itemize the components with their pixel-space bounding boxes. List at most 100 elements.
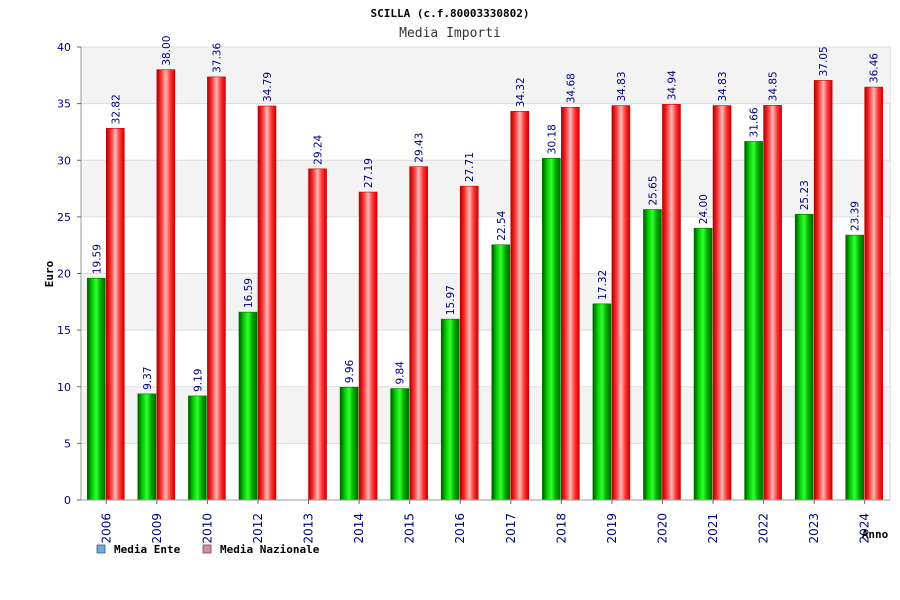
- chart-title: SCILLA (c.f.80003330802): [371, 7, 530, 20]
- bar-media-ente-2024: [845, 234, 865, 501]
- data-label: 34.85: [768, 71, 780, 101]
- data-label: 9.19: [192, 369, 204, 392]
- bar-media-ente-2010: [188, 395, 207, 501]
- y-tick-label: 0: [64, 494, 71, 507]
- y-tick-label: 20: [57, 268, 71, 281]
- bar-media-nazionale-2024: [864, 86, 884, 501]
- legend-swatch: [96, 544, 106, 554]
- data-label: 19.59: [91, 244, 103, 274]
- data-label: 38.00: [161, 36, 173, 66]
- data-label: 32.82: [110, 94, 122, 124]
- x-tick-label: 2015: [403, 513, 417, 544]
- bar-media-nazionale-2014: [358, 191, 378, 501]
- x-tick-label: 2023: [807, 513, 821, 544]
- x-tick-label: 2022: [757, 513, 771, 544]
- data-label: 27.19: [363, 158, 375, 188]
- bar-media-ente-2006: [86, 277, 106, 501]
- x-axis: 2006 2009 2010 2012 2013 2014 2015 2016 2017 2018…: [81, 499, 890, 544]
- data-label: 9.84: [395, 361, 407, 385]
- bar-media-nazionale-2009: [156, 69, 176, 501]
- data-label: 25.65: [647, 175, 659, 205]
- x-tick-label: 2013: [302, 513, 316, 544]
- bar-media-nazionale-2023: [813, 80, 833, 501]
- bar-media-ente-2018: [542, 157, 561, 501]
- data-label: 15.97: [445, 285, 457, 315]
- bar-media-ente-2021: [693, 227, 713, 501]
- data-label: 27.71: [464, 152, 476, 182]
- bar-media-nazionale-2022: [763, 105, 782, 501]
- bar-media-nazionale-2010: [207, 76, 226, 501]
- x-tick-label: 2017: [504, 513, 518, 544]
- x-tick-label: 2010: [200, 513, 214, 544]
- bar-media-nazionale-2013: [308, 168, 327, 501]
- legend-label: Media Nazionale: [220, 543, 320, 556]
- bar-media-ente-2015: [390, 388, 409, 501]
- data-label: 23.39: [850, 201, 862, 231]
- data-label: 31.66: [749, 107, 761, 137]
- data-label: 34.32: [515, 77, 527, 107]
- data-label: 30.18: [546, 124, 558, 154]
- bar-media-ente-2023: [794, 213, 814, 501]
- bar-media-nazionale-2021: [712, 105, 732, 501]
- data-label: 34.94: [666, 70, 678, 100]
- x-tick-label: 2024: [858, 513, 872, 544]
- bar-media-nazionale-2016: [459, 185, 479, 501]
- x-tick-label: 2018: [554, 513, 568, 544]
- x-tick-label: 2019: [605, 513, 619, 544]
- bar-media-ente-2016: [440, 318, 460, 501]
- bars-group: 19.59 9.37 9.19 16.59 9.96 9.84 15.97 22.54 30.1…: [86, 36, 884, 501]
- y-tick-label: 5: [64, 437, 71, 450]
- y-axis-label: Euro: [43, 260, 56, 287]
- bar-media-ente-2014: [339, 386, 359, 501]
- bar-media-nazionale-2012: [257, 105, 277, 501]
- chart-subtitle: Media Importi: [399, 26, 501, 41]
- bar-media-ente-2012: [238, 311, 258, 501]
- data-label: 34.79: [262, 72, 274, 102]
- y-tick-label: 35: [57, 98, 71, 111]
- bar-media-ente-2020: [643, 209, 662, 501]
- y-tick-label: 30: [57, 154, 71, 167]
- x-tick-label: 2006: [99, 513, 113, 544]
- data-label: 24.00: [698, 194, 710, 224]
- y-tick-label: 15: [57, 324, 71, 337]
- data-label: 29.24: [313, 134, 325, 164]
- bar-media-ente-2009: [137, 393, 157, 501]
- bar-media-nazionale-2018: [561, 106, 580, 501]
- legend-label: Media Ente: [114, 543, 181, 556]
- data-label: 34.68: [565, 73, 577, 103]
- bar-media-nazionale-2015: [409, 166, 428, 501]
- y-tick-label: 25: [57, 211, 71, 224]
- data-label: 37.05: [818, 46, 830, 76]
- bar-media-ente-2017: [491, 244, 511, 501]
- bar-media-nazionale-2020: [662, 104, 681, 501]
- bar-media-ente-2022: [744, 141, 763, 501]
- data-label: 25.23: [799, 180, 811, 210]
- bar-media-nazionale-2006: [105, 128, 125, 501]
- x-tick-label: 2012: [251, 513, 265, 544]
- data-label: 29.43: [414, 133, 426, 163]
- bar-media-ente-2019: [592, 303, 612, 501]
- bar-media-nazionale-2017: [510, 111, 530, 501]
- x-tick-label: 2021: [706, 513, 720, 544]
- data-label: 37.36: [211, 43, 223, 73]
- x-tick-label: 2020: [655, 513, 669, 544]
- legend: Media Ente Media Nazionale: [96, 543, 320, 556]
- data-label: 9.96: [344, 360, 356, 384]
- data-label: 22.54: [496, 210, 508, 240]
- x-tick-label: 2016: [453, 513, 467, 544]
- data-label: 36.46: [869, 53, 881, 83]
- y-tick-label: 40: [57, 41, 71, 54]
- x-tick-label: 2014: [352, 513, 366, 544]
- x-axis-label: Anno: [862, 528, 889, 541]
- bar-media-nazionale-2019: [611, 105, 631, 501]
- y-tick-label: 10: [57, 381, 71, 394]
- y-axis: 0 5 10 15 20 25 30 35 40: [57, 41, 82, 507]
- data-label: 17.32: [597, 270, 609, 300]
- data-label: 34.83: [616, 71, 628, 101]
- data-label: 34.83: [717, 71, 729, 101]
- legend-swatch: [202, 544, 212, 554]
- data-label: 16.59: [243, 278, 255, 308]
- x-tick-label: 2009: [150, 513, 164, 544]
- data-label: 9.37: [142, 366, 154, 389]
